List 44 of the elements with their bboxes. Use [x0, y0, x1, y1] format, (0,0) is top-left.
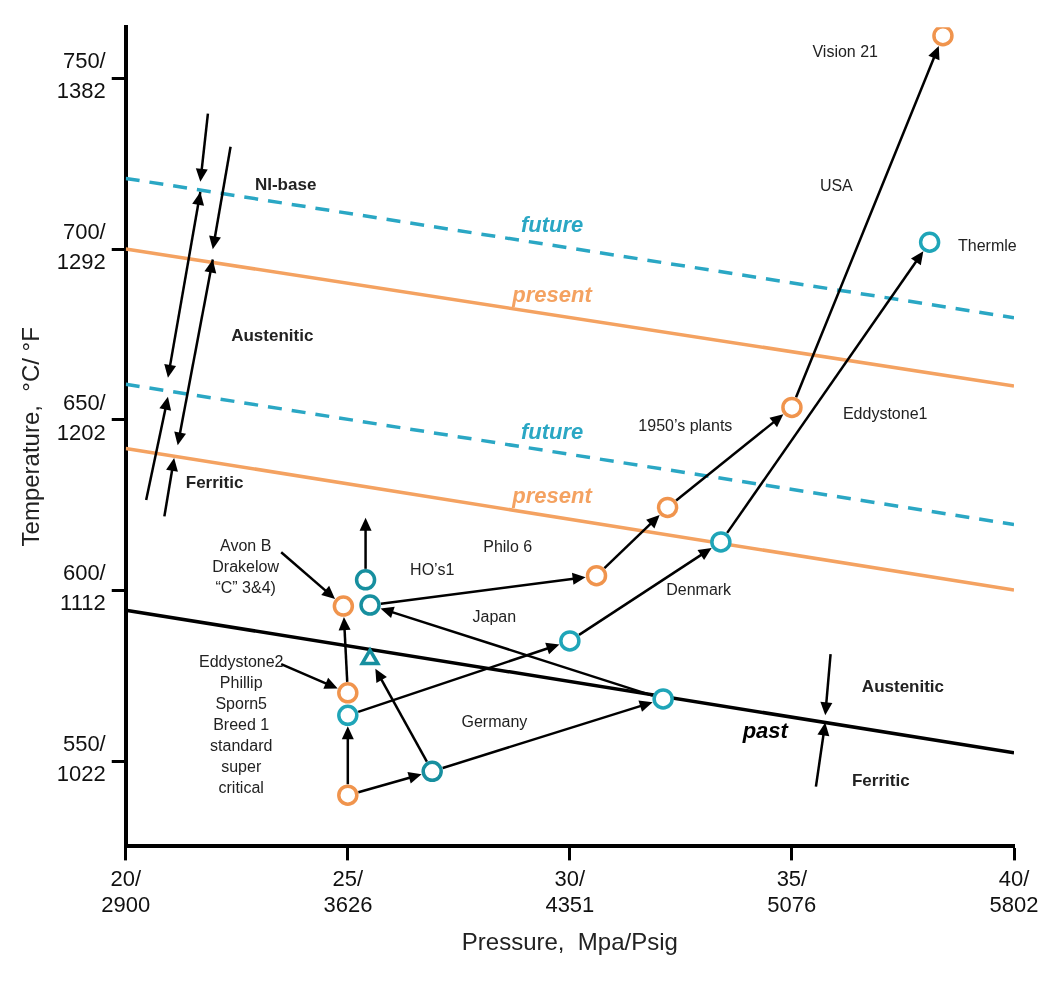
annotation: Austenitic	[231, 325, 314, 345]
y2-tick-label: 750/	[62, 48, 107, 74]
x-tick-label: 30/	[554, 865, 587, 891]
legend-label: past	[741, 717, 790, 743]
y-axis-title: Temperature, °C/ °F	[17, 327, 45, 547]
x-tick-label: 35/	[776, 865, 809, 891]
annotation: Ferritic	[851, 771, 910, 791]
y-tick-label: 1382	[56, 78, 106, 104]
x2-tick-label: 2900	[101, 892, 151, 918]
y-tick-label: 1022	[56, 761, 106, 787]
annotation: HO’s1	[410, 560, 455, 578]
y-tick-label: 1202	[56, 419, 106, 445]
series-label: present	[511, 483, 594, 509]
x-axis-title: Pressure, Mpa/Psig	[461, 928, 678, 956]
annotation: Japan	[472, 608, 517, 626]
x2-tick-label: 3626	[323, 892, 373, 918]
y2-tick-label: 700/	[62, 219, 107, 245]
annotation: Ferritic	[185, 473, 244, 493]
x2-tick-label: 5802	[989, 892, 1039, 918]
y-tick-label: 1112	[60, 590, 106, 616]
annotation: Denmark	[666, 581, 733, 599]
annotation: NI-base	[254, 174, 317, 194]
annotation: 1950’s plants	[638, 417, 733, 435]
annotation: Eddystone2 Phillip Sporn5 Breed 1 standard super critical	[198, 652, 284, 796]
annotation: Vision 21	[812, 43, 879, 60]
y2-tick-label: 650/	[62, 389, 107, 415]
y-tick-label: 1292	[56, 249, 106, 275]
annotation: Austenitic	[861, 677, 945, 697]
x-tick-label: 20/	[110, 865, 142, 891]
x-tick-label: 40/	[998, 865, 1031, 891]
x2-tick-label: 4351	[545, 892, 595, 918]
annotation: Eddystone1	[842, 405, 928, 423]
series-label: present	[511, 281, 594, 307]
annotation: USA	[819, 177, 854, 195]
x2-tick-label: 5076	[767, 892, 817, 918]
annotation: Thermle	[958, 237, 1017, 255]
series-label: future	[520, 212, 584, 238]
series-label: future	[520, 418, 584, 444]
annotation: Avon B Drakelow “C” 3&4)	[212, 537, 280, 597]
x-tick-label: 25/	[332, 865, 364, 891]
annotation: Philo 6	[483, 537, 533, 555]
y2-tick-label: 600/	[62, 560, 107, 586]
annotation: Germany	[461, 713, 528, 731]
y2-tick-label: 550/	[62, 731, 107, 757]
